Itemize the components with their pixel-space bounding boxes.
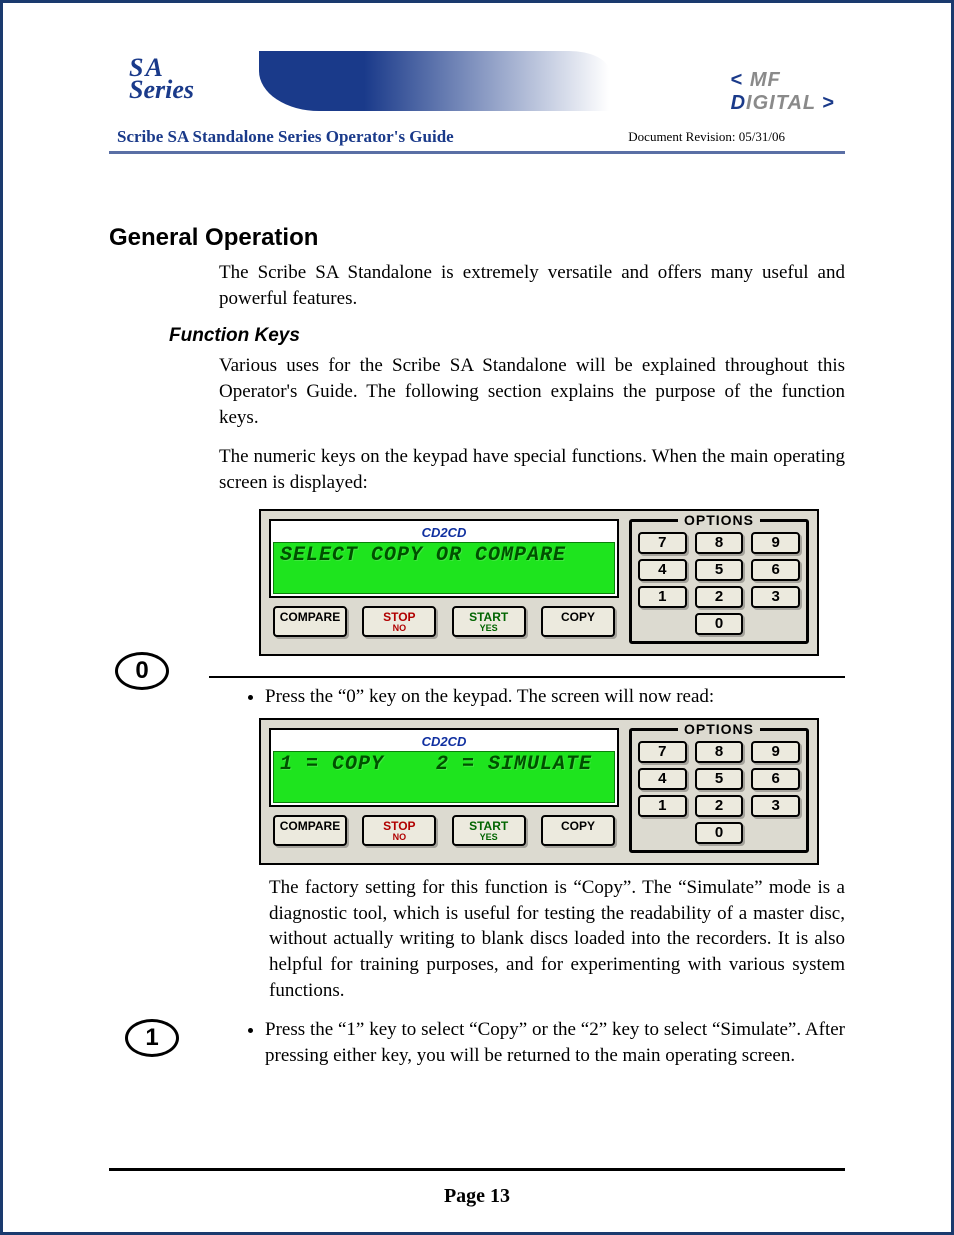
options-keypad: OPTIONS 7 8 9 4 5 6 1 2 3 0	[629, 519, 809, 644]
start-label: START	[469, 610, 508, 624]
key-4[interactable]: 4	[638, 768, 687, 790]
panel-left: CD2CD SELECT COPY OR COMPARE COMPARE STO…	[269, 519, 619, 644]
key-6[interactable]: 6	[751, 559, 800, 581]
stop-sublabel: NO	[368, 833, 430, 842]
copy-button[interactable]: COPY	[541, 606, 615, 637]
options-label: OPTIONS	[678, 512, 760, 528]
lcd-line1: SELECT COPY OR COMPARE	[280, 544, 566, 567]
lcd-line2	[280, 566, 293, 589]
key-8[interactable]: 8	[695, 532, 744, 554]
copy-button[interactable]: COPY	[541, 815, 615, 846]
key-2[interactable]: 2	[695, 586, 744, 608]
page-footer: Page 13	[39, 1150, 915, 1208]
key-7[interactable]: 7	[638, 532, 687, 554]
lcd-line1: 1 = COPY 2 = SIMULATE	[280, 753, 592, 776]
start-button[interactable]: STARTYES	[452, 815, 526, 846]
key-5[interactable]: 5	[695, 559, 744, 581]
key-0[interactable]: 0	[695, 613, 744, 635]
footer-rule	[109, 1168, 845, 1171]
lcd-screen: SELECT COPY OR COMPARE	[273, 542, 615, 594]
chevron-right-icon: >	[822, 92, 835, 114]
intro-paragraph: The Scribe SA Standalone is extremely ve…	[219, 260, 845, 311]
chevron-left-icon: <	[731, 69, 744, 91]
stop-button[interactable]: STOPNO	[362, 815, 436, 846]
stop-label: STOP	[383, 819, 415, 833]
key-2[interactable]: 2	[695, 795, 744, 817]
page: SA Series < MFDIGITAL > Scribe SA Standa…	[0, 0, 954, 1235]
bullet-list-1: Press the “1” key to select “Copy” or th…	[239, 1017, 845, 1068]
factory-setting-paragraph: The factory setting for this function is…	[269, 875, 845, 1003]
header-swoosh	[259, 51, 609, 111]
panel-left: CD2CD 1 = COPY 2 = SIMULATE COMPARE STOP…	[269, 728, 619, 853]
lcd-screen: 1 = COPY 2 = SIMULATE	[273, 751, 615, 803]
page-header: SA Series < MFDIGITAL > Scribe SA Standa…	[109, 61, 845, 154]
start-sublabel: YES	[458, 833, 520, 842]
badge-0: 0	[115, 652, 169, 690]
key-7[interactable]: 7	[638, 741, 687, 763]
lcd-brand-label: CD2CD	[273, 732, 615, 751]
button-row: COMPARE STOPNO STARTYES COPY	[269, 815, 619, 846]
badge-1-wrap: 1 Press the “1” key to select “Copy” or …	[109, 1017, 845, 1068]
subsection-heading: Function Keys	[169, 325, 845, 347]
key-8[interactable]: 8	[695, 741, 744, 763]
key-0[interactable]: 0	[695, 822, 744, 844]
key-6[interactable]: 6	[751, 768, 800, 790]
button-row: COMPARE STOPNO STARTYES COPY	[269, 606, 619, 637]
bullet-list-0: Press the “0” key on the keypad. The scr…	[239, 684, 845, 710]
document-revision: Document Revision: 05/31/06	[628, 129, 785, 145]
start-button[interactable]: STARTYES	[452, 606, 526, 637]
key-4[interactable]: 4	[638, 559, 687, 581]
function-keys-paragraph-1: Various uses for the Scribe SA Standalon…	[219, 353, 845, 430]
compare-button[interactable]: COMPARE	[273, 606, 347, 637]
device-panel-2: CD2CD 1 = COPY 2 = SIMULATE COMPARE STOP…	[259, 718, 819, 865]
content-body: General Operation The Scribe SA Standalo…	[109, 224, 845, 1069]
stop-sublabel: NO	[368, 624, 430, 633]
bullet-press-1: Press the “1” key to select “Copy” or th…	[265, 1017, 845, 1068]
key-1[interactable]: 1	[638, 795, 687, 817]
compare-button[interactable]: COMPARE	[273, 815, 347, 846]
start-label: START	[469, 819, 508, 833]
key-3[interactable]: 3	[751, 795, 800, 817]
badge-1: 1	[125, 1019, 179, 1057]
badge-0-rule	[209, 676, 845, 678]
sa-series-logo: SA Series	[129, 55, 194, 103]
keypad-grid: 7 8 9 4 5 6 1 2 3 0	[638, 532, 800, 635]
options-keypad: OPTIONS 7 8 9 4 5 6 1 2 3 0	[629, 728, 809, 853]
stop-button[interactable]: STOPNO	[362, 606, 436, 637]
document-title: Scribe SA Standalone Series Operator's G…	[117, 127, 454, 147]
function-keys-paragraph-2: The numeric keys on the keypad have spec…	[219, 444, 845, 495]
lcd-line2	[280, 775, 293, 798]
key-3[interactable]: 3	[751, 586, 800, 608]
page-number: Page 13	[39, 1185, 915, 1208]
device-panel-1: CD2CD SELECT COPY OR COMPARE COMPARE STO…	[259, 509, 819, 656]
section-heading: General Operation	[109, 224, 845, 252]
key-1[interactable]: 1	[638, 586, 687, 608]
bullet-press-0: Press the “0” key on the keypad. The scr…	[265, 684, 845, 710]
keypad-grid: 7 8 9 4 5 6 1 2 3 0	[638, 741, 800, 844]
sa-logo-top: SA	[129, 55, 194, 81]
stop-label: STOP	[383, 610, 415, 624]
key-5[interactable]: 5	[695, 768, 744, 790]
lcd-frame: CD2CD 1 = COPY 2 = SIMULATE	[269, 728, 619, 807]
options-label: OPTIONS	[678, 721, 760, 737]
badge-0-row: 0	[109, 676, 845, 678]
lcd-frame: CD2CD SELECT COPY OR COMPARE	[269, 519, 619, 598]
start-sublabel: YES	[458, 624, 520, 633]
key-9[interactable]: 9	[751, 741, 800, 763]
lcd-brand-label: CD2CD	[273, 523, 615, 542]
key-9[interactable]: 9	[751, 532, 800, 554]
mf-digital-logo: < MFDIGITAL >	[731, 69, 835, 115]
